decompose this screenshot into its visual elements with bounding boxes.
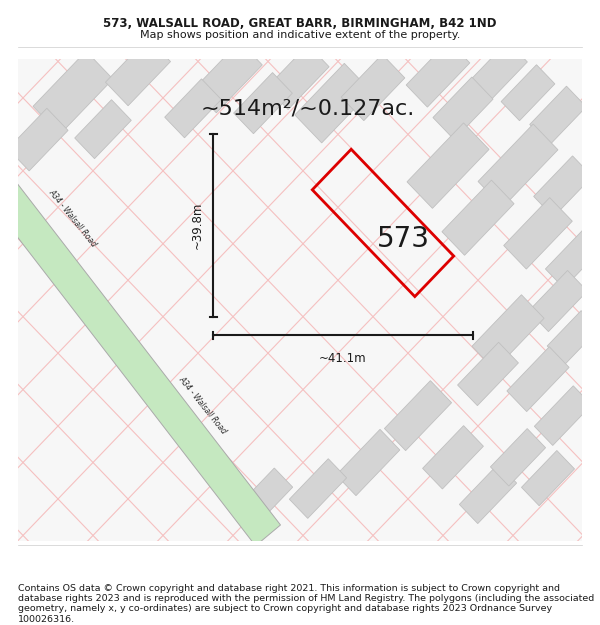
Polygon shape bbox=[18, 59, 582, 541]
Polygon shape bbox=[422, 426, 484, 489]
Text: A34 - Walsall Road: A34 - Walsall Road bbox=[47, 188, 99, 248]
Text: Contains OS data © Crown copyright and database right 2021. This information is : Contains OS data © Crown copyright and d… bbox=[18, 584, 594, 624]
Polygon shape bbox=[442, 180, 514, 255]
Polygon shape bbox=[165, 79, 221, 138]
Polygon shape bbox=[289, 459, 347, 518]
Polygon shape bbox=[545, 231, 600, 288]
Polygon shape bbox=[535, 386, 592, 446]
Polygon shape bbox=[529, 271, 587, 332]
Polygon shape bbox=[433, 77, 493, 139]
Text: A34 - Walsall Road: A34 - Walsall Road bbox=[177, 375, 229, 436]
Polygon shape bbox=[507, 347, 569, 412]
Polygon shape bbox=[0, 181, 280, 546]
Polygon shape bbox=[295, 63, 371, 143]
Polygon shape bbox=[106, 38, 170, 106]
Polygon shape bbox=[530, 86, 586, 145]
Polygon shape bbox=[521, 451, 575, 506]
Polygon shape bbox=[547, 311, 599, 364]
Polygon shape bbox=[385, 381, 452, 451]
Polygon shape bbox=[458, 342, 518, 406]
Polygon shape bbox=[336, 429, 400, 496]
Text: Map shows position and indicative extent of the property.: Map shows position and indicative extent… bbox=[140, 30, 460, 40]
Polygon shape bbox=[490, 429, 545, 486]
Text: 573, WALSALL ROAD, GREAT BARR, BIRMINGHAM, B42 1ND: 573, WALSALL ROAD, GREAT BARR, BIRMINGHA… bbox=[103, 17, 497, 29]
Polygon shape bbox=[472, 295, 544, 370]
Text: ~514m²/~0.127ac.: ~514m²/~0.127ac. bbox=[201, 98, 415, 118]
Polygon shape bbox=[469, 41, 527, 102]
Text: ~39.8m: ~39.8m bbox=[191, 202, 203, 249]
Polygon shape bbox=[75, 100, 131, 159]
Polygon shape bbox=[533, 156, 592, 217]
Polygon shape bbox=[478, 124, 558, 208]
Polygon shape bbox=[501, 65, 555, 121]
Polygon shape bbox=[406, 41, 470, 107]
Polygon shape bbox=[8, 108, 68, 171]
Polygon shape bbox=[33, 51, 113, 134]
Polygon shape bbox=[233, 468, 293, 530]
Text: 573: 573 bbox=[377, 224, 430, 253]
Polygon shape bbox=[233, 72, 292, 134]
Polygon shape bbox=[407, 123, 489, 208]
Polygon shape bbox=[194, 41, 262, 112]
Text: ~41.1m: ~41.1m bbox=[319, 352, 367, 365]
Polygon shape bbox=[504, 198, 572, 269]
Polygon shape bbox=[341, 54, 405, 121]
Polygon shape bbox=[460, 464, 517, 524]
Polygon shape bbox=[267, 44, 329, 109]
